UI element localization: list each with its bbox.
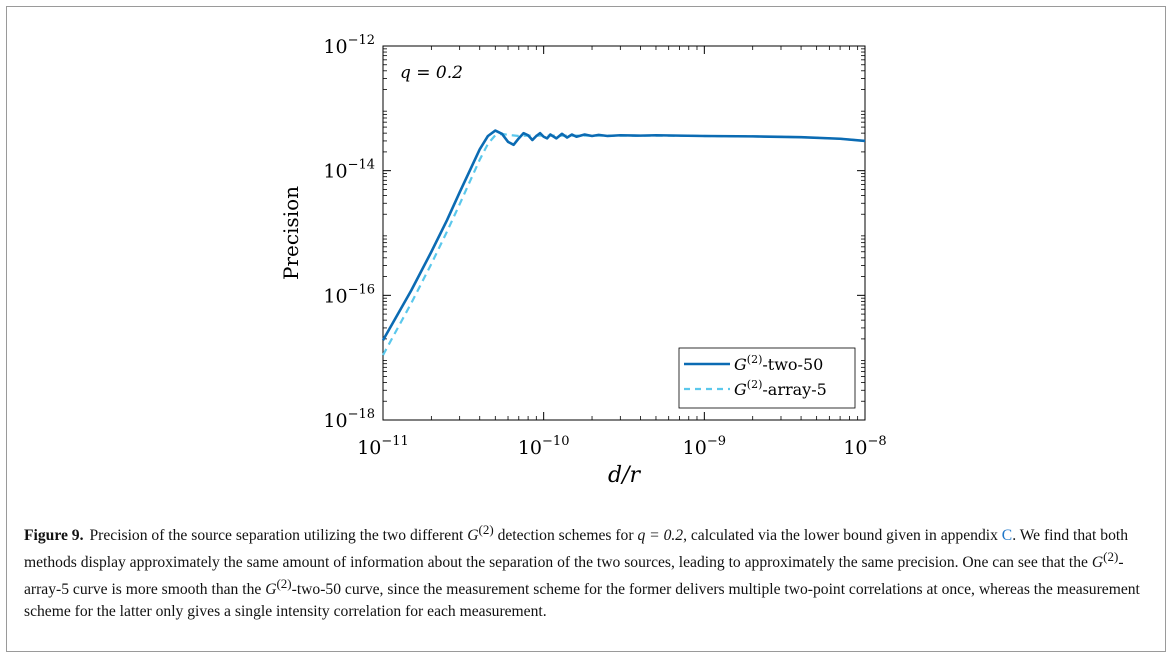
precision-chart: 10−11 10−10 10−9 10−8 10−1810−1610−1410−12 … bbox=[279, 33, 887, 488]
y-tick-label: 10−18 bbox=[323, 407, 375, 432]
caption-q-expr: q = 0.2 bbox=[637, 527, 684, 545]
y-axis-label: Precision bbox=[279, 186, 303, 280]
caption-g2-symbol-2: G bbox=[1091, 554, 1104, 572]
q-annotation: q = 0.2 bbox=[400, 63, 463, 83]
x-tick-label: 10−10 bbox=[518, 434, 570, 459]
caption-g2-symbol-3: G bbox=[265, 581, 277, 599]
series-two-50-line bbox=[381, 129, 866, 341]
figure-caption: Figure 9. Precision of the source separat… bbox=[24, 519, 1144, 622]
x-axis-label: d/r bbox=[608, 463, 641, 488]
y-tick-label: 10−16 bbox=[323, 282, 375, 307]
x-tick-label: 10−8 bbox=[843, 434, 886, 459]
series-layer bbox=[381, 129, 866, 356]
caption-text-2: detection schemes for bbox=[493, 527, 638, 545]
y-tick-label: 10−14 bbox=[323, 158, 375, 183]
caption-text-5: -array-5 curve is more smooth than the bbox=[24, 554, 1124, 599]
y-axis: 10−18 10−16 10−14 10−12 bbox=[323, 33, 865, 432]
legend-box bbox=[678, 347, 856, 409]
figure-label: Figure 9. bbox=[24, 527, 84, 545]
caption-text-4: . We find that both methods display appr… bbox=[24, 527, 1129, 572]
caption-text-6: -two-50 curve, since the measurement sch… bbox=[24, 581, 1140, 620]
caption-text-1: Precision of the source separation utili… bbox=[89, 527, 468, 545]
legend-label-two-50: G(2)-two-50 bbox=[734, 353, 823, 374]
caption-g2-symbol: G bbox=[467, 527, 479, 545]
minor-ticks bbox=[383, 46, 865, 420]
x-axis: 10−11 10−10 10−9 10−8 bbox=[357, 46, 887, 459]
x-tick-label: 10−9 bbox=[683, 434, 726, 459]
caption-g2-sup-2: (2) bbox=[1103, 549, 1119, 565]
caption-g2-sup: (2) bbox=[478, 522, 494, 537]
figure-frame bbox=[6, 6, 1166, 652]
legend: G(2)-two-50 G(2)-array-5 bbox=[678, 347, 856, 409]
legend-label-array-5: G(2)-array-5 bbox=[734, 378, 827, 399]
appendix-link[interactable]: C bbox=[1001, 527, 1013, 545]
y-tick-label: 10−12 bbox=[323, 33, 375, 58]
caption-text-3: , calculated via the lower bound given i… bbox=[683, 527, 1002, 545]
x-tick-label: 10−11 bbox=[357, 434, 409, 459]
caption-g2-sup-3: (2) bbox=[276, 576, 292, 592]
